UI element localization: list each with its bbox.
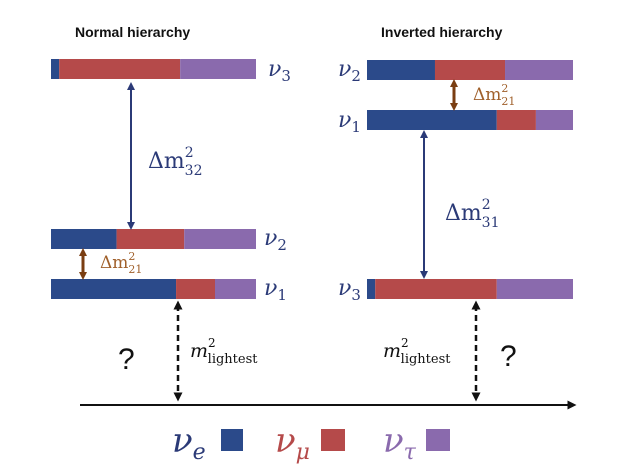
normal-unknown-mark: ? bbox=[118, 343, 135, 376]
normal-nu2-label: ν2 bbox=[264, 226, 287, 254]
normal-hierarchy-title: Normal hierarchy bbox=[75, 24, 190, 40]
inverted-nu3-nu-mu-segment bbox=[375, 279, 497, 299]
normal-nu2-nu-tau-segment bbox=[184, 229, 256, 249]
inverted-nu2-nu-tau-segment bbox=[505, 60, 573, 80]
inverted-dm31-label: Δm2 31 bbox=[445, 197, 500, 231]
normal-hierarchy-levels bbox=[51, 59, 256, 299]
normal-nu1-nu-mu-segment bbox=[176, 279, 215, 299]
normal-nu1-label: ν1 bbox=[264, 276, 287, 304]
normal-nu2-nu-e-segment bbox=[51, 229, 117, 249]
inverted-lightest-label: m2 lightest bbox=[383, 336, 451, 367]
inverted-unknown-mark: ? bbox=[500, 340, 517, 373]
normal-nu1-nu-e-segment bbox=[51, 279, 177, 299]
legend-nu-tau-label: ντ bbox=[383, 421, 417, 465]
normal-lightest-label: m2 lightest bbox=[190, 336, 258, 367]
normal-nu1-nu-tau-segment bbox=[215, 279, 256, 299]
legend-nu-e-swatch bbox=[221, 429, 243, 451]
normal-nu3-label: ν3 bbox=[268, 57, 291, 85]
legend-nu-mu-label: νμ bbox=[275, 421, 310, 465]
inverted-nu2-label: ν2 bbox=[338, 57, 361, 85]
legend-nu-mu-swatch bbox=[321, 429, 345, 451]
inverted-nu1-nu-tau-segment bbox=[535, 110, 573, 130]
normal-nu3-nu-e-segment bbox=[51, 59, 60, 79]
inverted-hierarchy-title: Inverted hierarchy bbox=[381, 24, 503, 40]
normal-dm21-label: Δm2 21 bbox=[100, 250, 142, 276]
normal-nu2-nu-mu-segment bbox=[116, 229, 185, 249]
inverted-nu1-label: ν1 bbox=[338, 108, 361, 136]
inverted-nu2-nu-mu-segment bbox=[434, 60, 506, 80]
flavor-legend: νe νμ ντ bbox=[172, 421, 450, 465]
legend-nu-e-label: νe bbox=[172, 421, 206, 465]
normal-nu3-nu-tau-segment bbox=[180, 59, 256, 79]
normal-nu3-nu-mu-segment bbox=[59, 59, 181, 79]
inverted-nu2-nu-e-segment bbox=[367, 60, 435, 80]
inverted-nu3-nu-tau-segment bbox=[496, 279, 573, 299]
legend-nu-tau-swatch bbox=[426, 429, 450, 451]
inverted-nu3-label: ν3 bbox=[338, 276, 361, 304]
normal-dm32-label: Δm2 32 bbox=[148, 145, 203, 179]
inverted-hierarchy-levels bbox=[367, 60, 573, 299]
inverted-dm21-label: Δm2 21 bbox=[473, 82, 515, 108]
inverted-nu1-nu-e-segment bbox=[367, 110, 497, 130]
inverted-nu1-nu-mu-segment bbox=[496, 110, 536, 130]
inverted-nu3-nu-e-segment bbox=[367, 279, 376, 299]
